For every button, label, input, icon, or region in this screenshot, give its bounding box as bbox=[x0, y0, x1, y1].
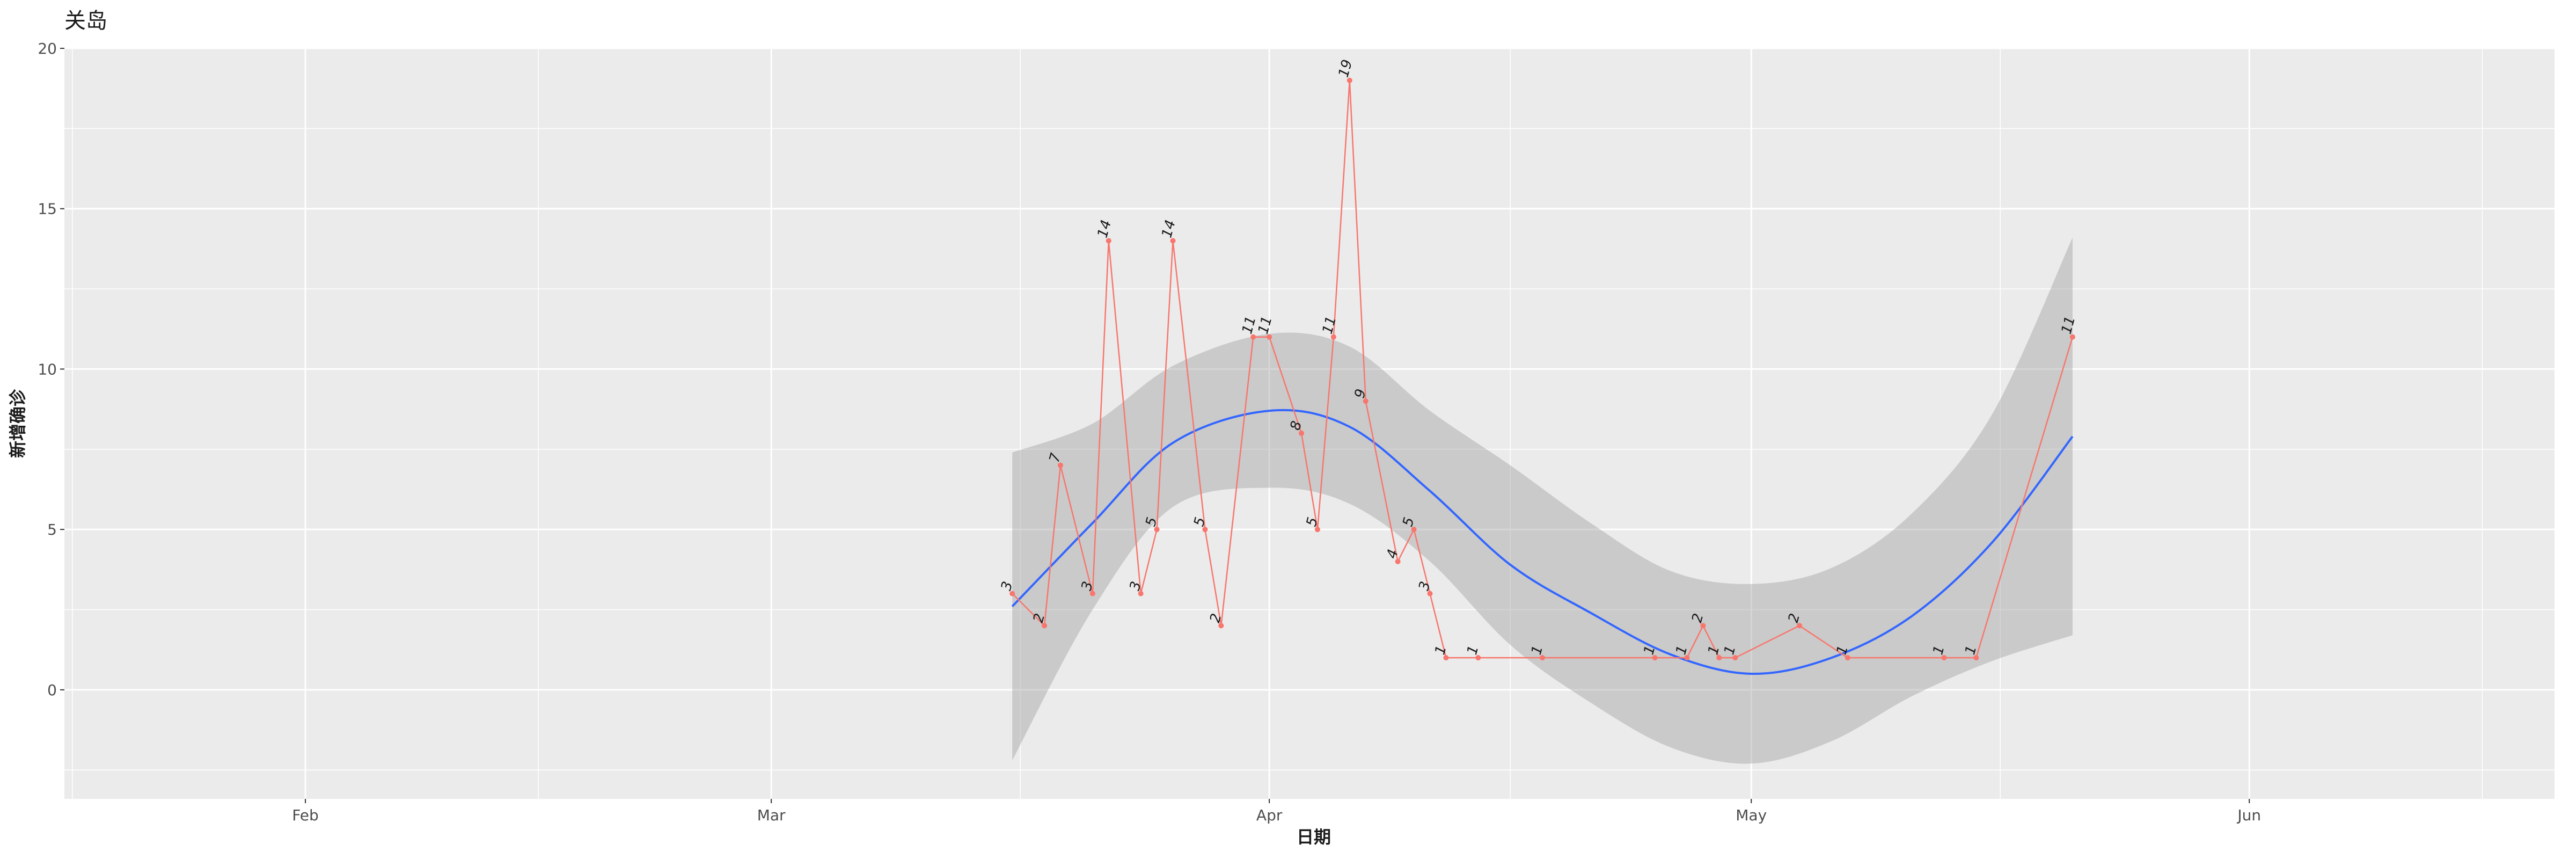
data-label: 3 bbox=[1079, 580, 1096, 593]
data-point bbox=[1267, 334, 1272, 340]
confidence-band bbox=[1012, 237, 2073, 764]
data-label: 5 bbox=[1191, 515, 1209, 528]
data-label: 1 bbox=[1721, 644, 1739, 657]
y-tick-label: 15 bbox=[38, 200, 57, 218]
data-label: 1 bbox=[1962, 644, 1980, 657]
data-label: 1 bbox=[1464, 644, 1482, 657]
data-label: 2 bbox=[1689, 612, 1707, 624]
data-point bbox=[1314, 527, 1320, 533]
data-point bbox=[1684, 655, 1690, 661]
data-point bbox=[1395, 558, 1401, 564]
data-point bbox=[1732, 655, 1738, 661]
chart-title: 关岛 bbox=[64, 9, 107, 33]
data-point bbox=[1218, 623, 1224, 629]
data-label: 2 bbox=[1030, 612, 1048, 624]
data-label: 9 bbox=[1352, 387, 1370, 400]
x-tick-label: Jun bbox=[2236, 806, 2261, 824]
data-point bbox=[1363, 398, 1368, 404]
y-axis-title: 新增确诊 bbox=[8, 389, 28, 458]
data-point bbox=[1475, 655, 1481, 661]
data-label: 4 bbox=[1384, 548, 1401, 560]
data-point bbox=[1443, 655, 1449, 661]
smooth-line bbox=[1011, 409, 2074, 675]
data-point bbox=[1797, 623, 1803, 629]
data-point bbox=[1941, 655, 1947, 661]
data-point bbox=[1973, 655, 1979, 661]
data-label: 1 bbox=[1930, 644, 1948, 657]
data-point bbox=[1299, 430, 1305, 436]
data-point bbox=[1411, 527, 1417, 533]
data-point bbox=[1540, 655, 1546, 661]
data-point bbox=[1700, 623, 1706, 629]
x-axis-ticks: Feb Mar Apr May Jun bbox=[292, 799, 2261, 824]
data-point bbox=[1202, 527, 1208, 533]
data-label: 8 bbox=[1287, 419, 1305, 432]
data-label: 1 bbox=[1834, 644, 1851, 657]
x-tick-label: May bbox=[1736, 806, 1767, 824]
data-label: 3 bbox=[998, 580, 1016, 593]
y-tick-label: 20 bbox=[38, 40, 57, 57]
data-point bbox=[1427, 591, 1433, 596]
data-points bbox=[1009, 77, 2075, 661]
data-label: 1 bbox=[1641, 644, 1658, 657]
data-point bbox=[1154, 527, 1160, 533]
smooth-fit-line bbox=[1011, 409, 2074, 675]
data-label: 5 bbox=[1143, 515, 1160, 528]
data-label: 1 bbox=[1673, 644, 1690, 657]
data-label: 5 bbox=[1400, 515, 1417, 528]
data-point bbox=[1652, 655, 1658, 661]
data-point bbox=[1106, 238, 1111, 244]
data-label: 1 bbox=[1528, 644, 1546, 657]
data-point bbox=[1716, 655, 1722, 661]
data-label: 2 bbox=[1785, 612, 1803, 624]
data-point bbox=[1089, 591, 1095, 596]
grid-minor bbox=[64, 48, 2555, 799]
x-axis-title: 日期 bbox=[1297, 827, 1331, 847]
plot-panel bbox=[64, 48, 2555, 799]
data-label: 1 bbox=[1432, 644, 1450, 657]
confidence-band-area bbox=[1012, 237, 2073, 764]
data-point bbox=[1845, 655, 1850, 661]
data-label: 3 bbox=[1416, 580, 1433, 593]
data-point bbox=[1009, 591, 1015, 596]
data-point bbox=[1330, 334, 1336, 340]
data-label: 1 bbox=[1705, 644, 1723, 657]
data-label: 2 bbox=[1207, 612, 1225, 625]
x-tick-label: Apr bbox=[1256, 806, 1283, 824]
data-point bbox=[1170, 238, 1176, 244]
data-point bbox=[2069, 334, 2075, 340]
data-point bbox=[1042, 623, 1048, 629]
x-tick-label: Feb bbox=[292, 806, 319, 824]
data-point bbox=[1250, 334, 1256, 340]
data-label: 5 bbox=[1304, 515, 1321, 528]
y-tick-label: 5 bbox=[47, 521, 57, 538]
data-label: 3 bbox=[1127, 580, 1145, 593]
y-tick-label: 0 bbox=[47, 681, 57, 699]
data-point bbox=[1346, 77, 1352, 83]
data-point bbox=[1058, 462, 1063, 468]
y-tick-label: 10 bbox=[38, 360, 57, 378]
data-point bbox=[1138, 591, 1144, 596]
x-tick-label: Mar bbox=[757, 806, 786, 824]
y-axis-ticks: 0 5 10 15 20 bbox=[38, 40, 64, 699]
